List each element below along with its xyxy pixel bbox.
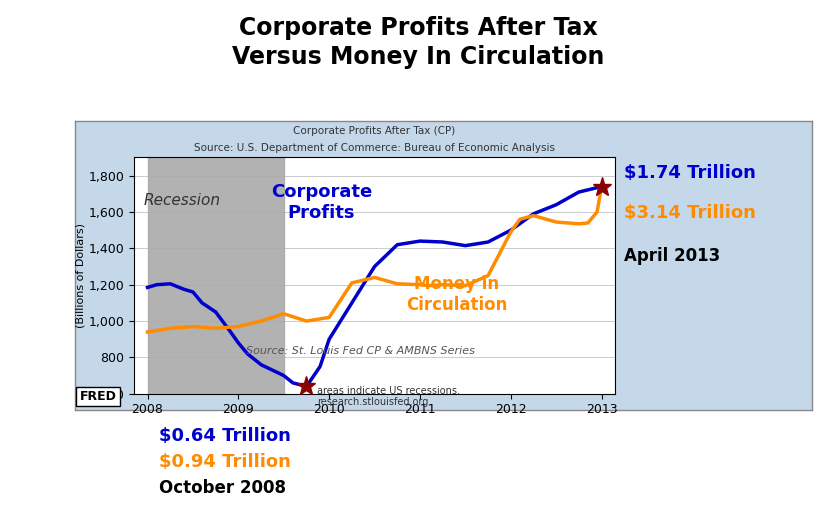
Text: October 2008: October 2008 (159, 479, 286, 497)
Text: $0.94 Trillion: $0.94 Trillion (159, 453, 291, 471)
Text: Source: U.S. Department of Commerce: Bureau of Economic Analysis: Source: U.S. Department of Commerce: Bur… (194, 143, 554, 153)
Y-axis label: (Billions of Dollars): (Billions of Dollars) (75, 223, 85, 328)
Text: Corporate Profits After Tax
Versus Money In Circulation: Corporate Profits After Tax Versus Money… (232, 16, 604, 69)
Text: April 2013: April 2013 (623, 247, 719, 266)
Text: FRED: FRED (79, 390, 116, 403)
Text: Recession: Recession (144, 193, 220, 207)
Text: Source: St. Louis Fed CP & AMBNS Series: Source: St. Louis Fed CP & AMBNS Series (246, 346, 474, 356)
Text: research.stlouisfed.org: research.stlouisfed.org (316, 396, 428, 407)
Text: Money in
Circulation: Money in Circulation (405, 275, 507, 314)
Text: $0.64 Trillion: $0.64 Trillion (159, 427, 291, 445)
Text: Corporate
Profits: Corporate Profits (271, 183, 372, 222)
Text: $3.14 Trillion: $3.14 Trillion (623, 204, 755, 222)
Bar (147, 158, 283, 394)
Text: $1.74 Trillion: $1.74 Trillion (623, 164, 755, 182)
Text: Corporate Profits After Tax (CP): Corporate Profits After Tax (CP) (293, 126, 455, 136)
Text: areas indicate US recessions.: areas indicate US recessions. (316, 386, 459, 396)
